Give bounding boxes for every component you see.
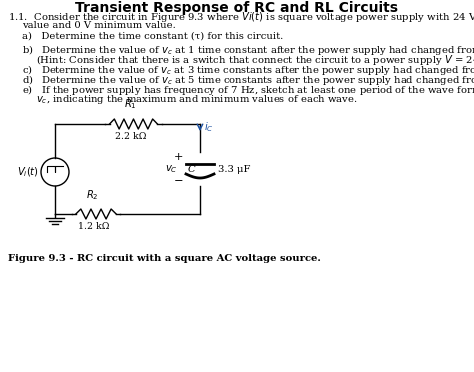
Text: Transient Response of RC and RL Circuits: Transient Response of RC and RL Circuits: [75, 1, 399, 15]
Text: 3.3 μF: 3.3 μF: [218, 164, 250, 173]
Text: value and 0 V minimum value.: value and 0 V minimum value.: [22, 21, 176, 30]
Text: −: −: [173, 176, 183, 186]
Text: $i_C$: $i_C$: [204, 120, 214, 134]
Text: 2.2 kΩ: 2.2 kΩ: [115, 132, 146, 141]
Text: $R_1$: $R_1$: [124, 97, 137, 111]
Text: a)   Determine the time constant (τ) for this circuit.: a) Determine the time constant (τ) for t…: [22, 32, 283, 41]
Text: b)   Determine the value of $v_c$ at 1 time constant after the power supply had : b) Determine the value of $v_c$ at 1 tim…: [22, 43, 474, 57]
Text: $v_C$: $v_C$: [165, 163, 178, 175]
Text: C: C: [188, 164, 196, 173]
Text: d)   Determine the value of $v_c$ at 5 time constants after the power supply had: d) Determine the value of $v_c$ at 5 tim…: [22, 73, 474, 87]
Text: c)   Determine the value of $v_c$ at 3 time constants after the power supply had: c) Determine the value of $v_c$ at 3 tim…: [22, 63, 474, 77]
Text: 1.1.  Consider the circuit in Figure 9.3 where $Vi(t)$ is square voltage power s: 1.1. Consider the circuit in Figure 9.3 …: [8, 10, 474, 24]
Text: e)   If the power supply has frequency of 7 Hz, sketch at least one period of th: e) If the power supply has frequency of …: [22, 83, 474, 97]
Text: $v_c$, indicating the maximum and minimum values of each wave.: $v_c$, indicating the maximum and minimu…: [36, 93, 357, 106]
Text: (Hint: Consider that there is a switch that connect the circuit to a power suppl: (Hint: Consider that there is a switch t…: [36, 53, 474, 67]
Text: $V_i(t)$: $V_i(t)$: [17, 165, 39, 179]
Text: Figure 9.3 - RC circuit with a square AC voltage source.: Figure 9.3 - RC circuit with a square AC…: [8, 254, 321, 263]
Text: +: +: [173, 152, 183, 162]
Text: $R_2$: $R_2$: [86, 188, 99, 202]
Text: 1.2 kΩ: 1.2 kΩ: [78, 222, 109, 231]
